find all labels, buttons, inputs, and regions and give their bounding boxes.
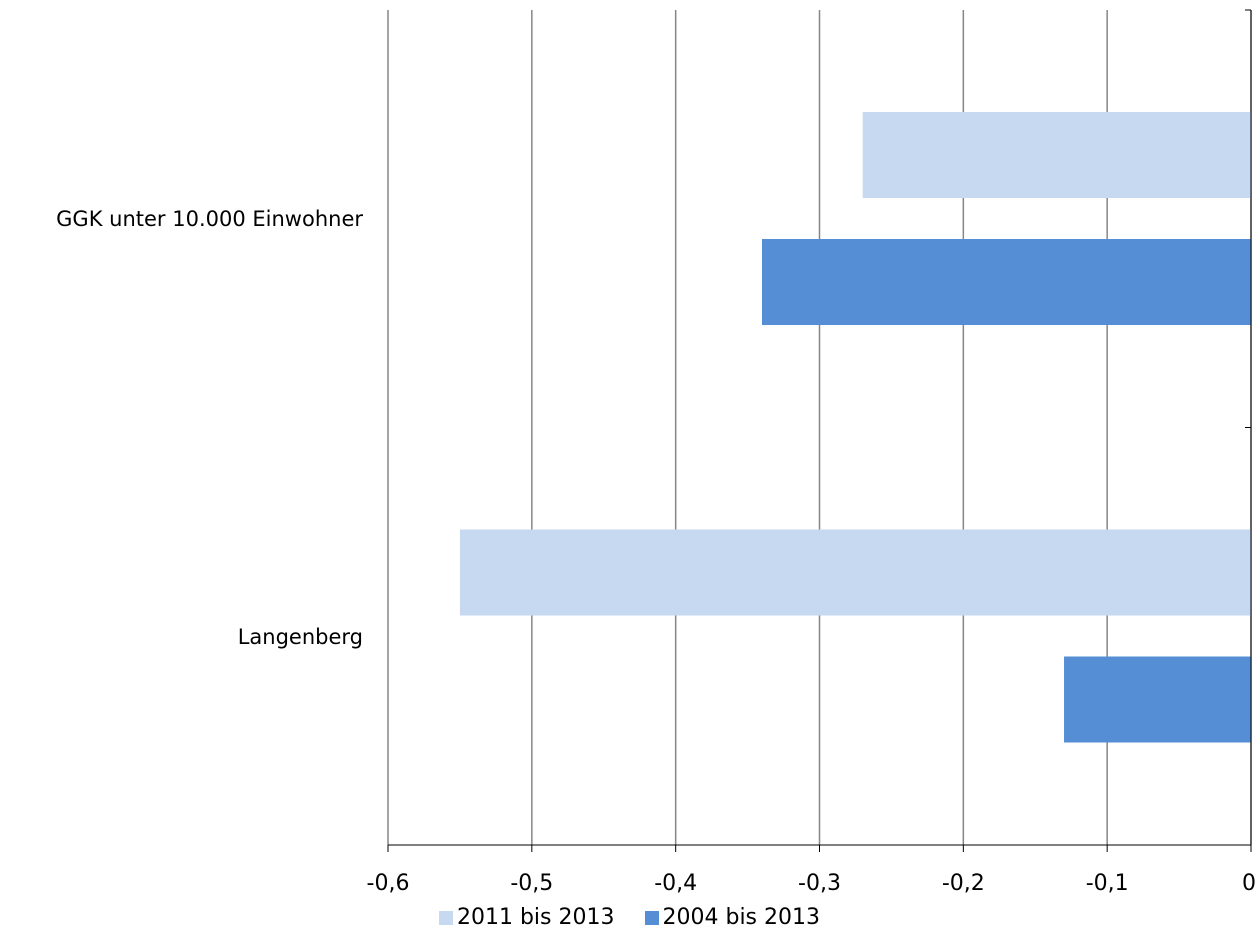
- bar-1-0: [459, 529, 1252, 616]
- value-tick-label-2: -0,4: [654, 871, 697, 896]
- bar-0-1: [761, 239, 1251, 325]
- value-tick-label-4: -0,2: [942, 871, 985, 896]
- value-tick-label-0: -0,6: [367, 871, 410, 896]
- value-tick-label-1: -0,5: [510, 871, 553, 896]
- legend-item-2011: 2011 bis 2013: [438, 905, 615, 930]
- category-label-langenberg: Langenberg: [237, 625, 363, 649]
- legend-label-2004: 2004 bis 2013: [662, 905, 821, 930]
- legend: 2011 bis 2013 2004 bis 2013: [0, 905, 1259, 930]
- bar-0-0: [862, 112, 1251, 198]
- category-label-ggk: GGK unter 10.000 Einwohner: [56, 207, 363, 231]
- legend-label-2011: 2011 bis 2013: [456, 905, 615, 930]
- value-tick-label-5: -0,1: [1086, 871, 1129, 896]
- value-tick-label-6: 0: [1242, 871, 1256, 896]
- legend-item-2004: 2004 bis 2013: [644, 905, 821, 930]
- bar-1-1: [1064, 656, 1251, 743]
- value-tick-label-3: -0,3: [798, 871, 841, 896]
- legend-swatch-2011: [438, 910, 453, 925]
- legend-swatch-2004: [644, 910, 659, 925]
